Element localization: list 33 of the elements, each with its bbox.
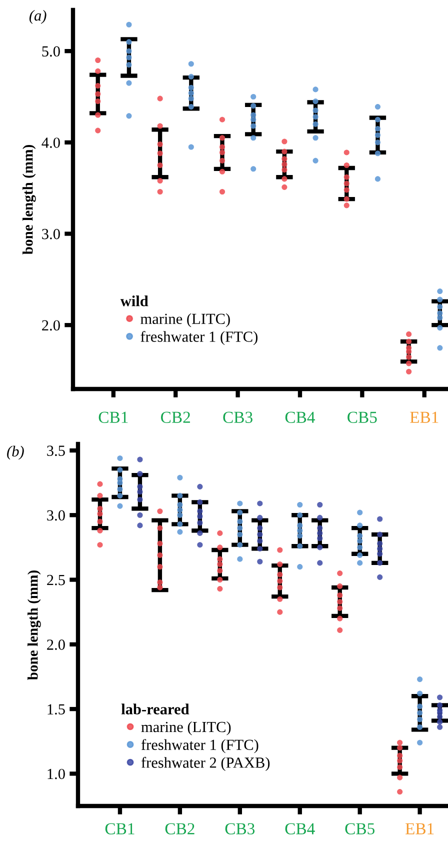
y-tick-label: 1.5 bbox=[48, 704, 65, 715]
x-tick-label: EB1 bbox=[405, 823, 434, 834]
legend-label: freshwater 1 (FTC) bbox=[141, 739, 258, 754]
x-tick-label: CB3 bbox=[223, 412, 252, 423]
y-tick-label: 3.0 bbox=[42, 228, 60, 240]
x-tick-label: EB1 bbox=[410, 412, 438, 423]
y-tick-label: 5.0 bbox=[42, 46, 60, 57]
x-tick-label: CB4 bbox=[285, 823, 315, 834]
x-tick-label: CB5 bbox=[345, 823, 374, 834]
y-axis-title: bone length (mm) bbox=[28, 570, 41, 680]
y-tick-label: 2.0 bbox=[47, 640, 65, 650]
y-tick-label: 4.0 bbox=[42, 138, 60, 148]
x-tick-label: CB2 bbox=[161, 412, 190, 423]
legend-label: freshwater 2 (PAXB) bbox=[141, 756, 270, 771]
legend-title: lab-reared bbox=[121, 704, 190, 714]
legend-label: marine (LITC) bbox=[141, 721, 231, 736]
y-tick-label: 2.0 bbox=[42, 320, 60, 331]
x-tick-label: CB4 bbox=[285, 412, 316, 423]
y-axis-title: bone length (mm) bbox=[22, 145, 36, 254]
x-tick-label: CB1 bbox=[98, 412, 128, 423]
chart-title: (a) bbox=[29, 10, 46, 24]
legend-title: wild bbox=[120, 296, 148, 306]
legend-label: marine (LITC) bbox=[140, 313, 230, 328]
x-tick-label: CB1 bbox=[105, 823, 134, 834]
x-tick-label: CB3 bbox=[225, 823, 255, 834]
x-tick-label: CB2 bbox=[165, 823, 194, 834]
x-tick-label: CB5 bbox=[348, 412, 377, 423]
y-tick-label: 3.0 bbox=[47, 510, 65, 521]
legend-label: freshwater 1 (FTC) bbox=[140, 330, 258, 345]
chart-title: (b) bbox=[7, 446, 24, 460]
y-tick-label: 3.5 bbox=[47, 446, 65, 456]
y-tick-label: 1.0 bbox=[48, 768, 65, 780]
y-tick-label: 2.5 bbox=[47, 574, 65, 586]
